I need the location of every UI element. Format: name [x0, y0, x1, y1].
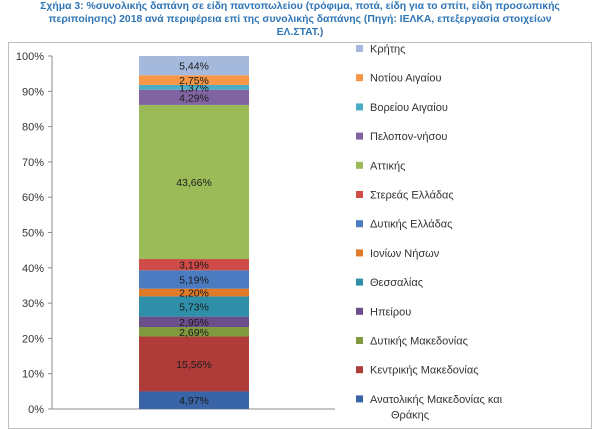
legend-label-cont: Θράκης — [391, 409, 429, 421]
legend-label: Κρήτης — [370, 44, 405, 56]
title-line-3: ΕΛ.ΣΤΑΤ.) — [276, 27, 324, 38]
y-tick-label: 30% — [22, 298, 44, 310]
title-line-2: περιποίησης) 2018 ανά περιφέρεια επί της… — [48, 14, 552, 25]
data-label: 43,66% — [176, 177, 212, 189]
bar-segment — [139, 270, 249, 289]
y-tick-label: 60% — [22, 192, 44, 204]
legend-swatch — [356, 103, 363, 111]
legend-label: Ιονίων Νήσων — [370, 248, 440, 260]
y-tick-label: 0% — [28, 404, 44, 416]
bar-segment — [139, 316, 249, 328]
legend-label: Βορείου Αιγαίου — [370, 102, 448, 114]
data-label: 2,95% — [179, 317, 209, 329]
y-tick-label: 90% — [22, 86, 44, 98]
data-label: 5,73% — [179, 302, 209, 314]
legend-swatch — [356, 74, 363, 82]
legend-swatch — [356, 220, 363, 228]
y-tick-label: 20% — [22, 333, 44, 345]
data-label: 1,37% — [179, 82, 209, 94]
y-tick-label: 80% — [22, 122, 44, 134]
legend-label: Ηπείρου — [370, 306, 411, 318]
data-label: 4,29% — [179, 92, 209, 104]
y-tick-label: 40% — [22, 263, 44, 275]
legend-swatch — [356, 45, 363, 52]
data-label: 2,20% — [179, 288, 209, 300]
legend-layer: Κρήτης Νοτίου Αιγαίου Βορείου Αιγαίου Πελοπ… — [356, 44, 503, 421]
y-tick-label: 70% — [22, 157, 44, 169]
data-label: 2,69% — [179, 327, 209, 339]
bar-segment — [139, 296, 249, 317]
axis-layer: 0% 10% 20% 30% 40% 50% 60% 70% 80% 90% 100% — [16, 51, 335, 416]
bar-segment — [139, 84, 249, 90]
legend-swatch — [356, 337, 363, 344]
bar-layer: 4,97% 15,56% 2,69%2,95% 5,73% 2,20% 5,19% 3,19… — [139, 56, 249, 409]
data-label: 3,19% — [179, 260, 209, 272]
bar-segment — [139, 288, 249, 297]
legend-label: Νοτίου Αιγαίου — [370, 73, 442, 85]
legend-label: Αττικής — [370, 160, 405, 172]
legend-swatch — [356, 132, 363, 140]
legend-swatch — [356, 191, 363, 198]
bar-segment — [139, 89, 249, 105]
legend-label: Στερεάς Ελλάδας — [370, 190, 454, 202]
legend-swatch — [356, 307, 363, 315]
bar-segment — [139, 259, 249, 271]
bar-segment — [139, 336, 249, 392]
legend-swatch — [356, 161, 363, 169]
legend-swatch — [356, 366, 363, 374]
legend-swatch — [356, 395, 363, 403]
bar-segment — [139, 56, 249, 76]
bar-segment — [139, 75, 249, 85]
chart-title: Σχήμα 3: %συνολικής δαπάνη σε είδη παντο… — [8, 0, 592, 39]
y-tick-label: 50% — [22, 228, 44, 240]
title-line-1: Σχήμα 3: %συνολικής δαπάνη σε είδη παντο… — [40, 1, 560, 12]
bar-segment — [139, 327, 249, 337]
data-label: 2,75% — [179, 75, 209, 87]
legend-label: Θεσσαλίας — [370, 277, 423, 289]
data-label: 5,44% — [179, 61, 209, 73]
legend-label: Πελοπον-νήσου — [370, 131, 447, 143]
data-label: 4,97% — [179, 395, 209, 407]
legend-label: Δυτικής Μακεδονίας — [370, 336, 468, 348]
data-label: 15,56% — [176, 359, 212, 371]
bar-segment — [139, 104, 249, 260]
y-tick-label: 10% — [22, 369, 44, 381]
data-label: 5,19% — [179, 274, 209, 286]
bar-segment — [139, 391, 249, 409]
legend-swatch — [356, 278, 363, 286]
legend-swatch — [356, 249, 363, 257]
legend-label: Ανατολικής Μακεδονίας και — [370, 394, 503, 406]
legend-label: Κεντρικής Μακεδονίας — [370, 365, 479, 377]
y-tick-label: 100% — [16, 51, 44, 63]
legend-label: Δυτικής Ελλάδας — [370, 219, 452, 231]
